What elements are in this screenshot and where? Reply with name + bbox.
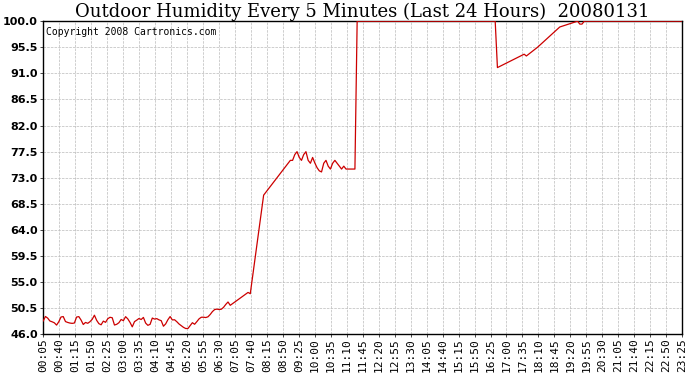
Title: Outdoor Humidity Every 5 Minutes (Last 24 Hours)  20080131: Outdoor Humidity Every 5 Minutes (Last 2… [75, 3, 650, 21]
Text: Copyright 2008 Cartronics.com: Copyright 2008 Cartronics.com [46, 27, 217, 38]
